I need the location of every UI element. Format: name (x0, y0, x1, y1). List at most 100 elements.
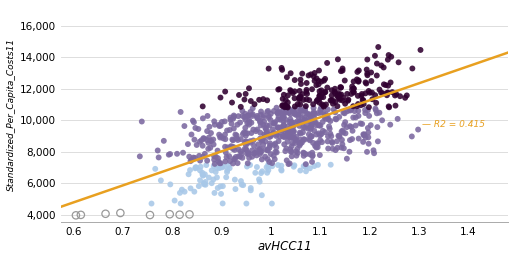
Point (209, 177, 217, 181)
Point (306, 166, 314, 170)
Point (238, 109, 247, 113)
Point (364, 130, 372, 134)
Point (354, 136, 363, 141)
Point (315, 68, 323, 73)
Point (294, 151, 302, 155)
Point (327, 134, 335, 138)
Point (354, 80, 363, 84)
Point (331, 100, 339, 104)
Point (327, 98, 335, 102)
Point (72, 213, 80, 217)
Point (255, 177, 263, 181)
Point (286, 112, 295, 116)
Point (351, 109, 359, 113)
Point (259, 97, 267, 101)
Point (285, 111, 293, 115)
Point (246, 139, 254, 143)
Point (231, 178, 239, 182)
Point (252, 153, 261, 158)
Point (283, 140, 291, 144)
Point (315, 97, 323, 101)
Point (303, 92, 311, 96)
Point (323, 61, 331, 65)
Point (258, 157, 266, 161)
Point (340, 111, 349, 115)
Point (264, 148, 272, 153)
Point (245, 156, 253, 160)
Point (249, 112, 257, 116)
Point (295, 97, 303, 101)
Point (243, 121, 251, 126)
Point (254, 142, 263, 146)
Point (290, 96, 299, 100)
Point (257, 150, 265, 154)
Point (305, 98, 313, 102)
Point (166, 182, 175, 186)
Point (157, 178, 165, 183)
Point (337, 129, 346, 134)
Point (268, 164, 277, 168)
Point (244, 152, 252, 156)
Point (374, 139, 382, 144)
Point (317, 88, 325, 93)
Point (243, 164, 251, 168)
Point (213, 148, 221, 153)
Point (334, 93, 342, 97)
Point (166, 212, 174, 216)
Point (184, 142, 192, 146)
Point (350, 86, 358, 90)
Point (279, 103, 287, 107)
Point (294, 113, 302, 117)
Point (354, 94, 362, 98)
Point (331, 110, 339, 114)
Point (356, 121, 365, 126)
Point (259, 115, 267, 119)
Point (217, 134, 225, 139)
Point (267, 132, 276, 136)
Point (203, 138, 211, 142)
Point (154, 155, 163, 160)
Point (316, 94, 324, 98)
Point (266, 118, 274, 122)
Point (269, 121, 278, 125)
Point (281, 110, 289, 114)
Point (177, 202, 185, 206)
Point (348, 137, 356, 141)
Point (311, 79, 319, 83)
Point (304, 116, 313, 121)
Point (362, 80, 370, 84)
Point (296, 102, 304, 107)
Point (77, 213, 85, 217)
Point (401, 96, 409, 100)
Point (279, 133, 287, 138)
Point (250, 152, 258, 156)
Point (313, 98, 321, 102)
Point (296, 168, 304, 173)
Point (360, 132, 369, 136)
Point (238, 183, 246, 187)
Point (221, 145, 229, 149)
Point (221, 133, 229, 137)
Point (297, 77, 305, 82)
Point (256, 131, 264, 135)
Point (306, 119, 315, 124)
Point (232, 133, 241, 138)
Point (272, 132, 281, 136)
Point (374, 45, 382, 49)
Point (247, 131, 255, 135)
Point (280, 93, 288, 97)
Point (263, 98, 271, 102)
Point (228, 122, 236, 126)
Point (337, 146, 346, 150)
Point (349, 115, 357, 120)
Point (362, 135, 370, 140)
Point (274, 139, 283, 143)
Point (250, 144, 258, 148)
Point (338, 68, 347, 73)
Point (286, 136, 295, 140)
Point (263, 165, 271, 169)
Point (307, 134, 316, 138)
Point (201, 152, 209, 156)
Point (301, 118, 309, 122)
Point (211, 123, 219, 127)
